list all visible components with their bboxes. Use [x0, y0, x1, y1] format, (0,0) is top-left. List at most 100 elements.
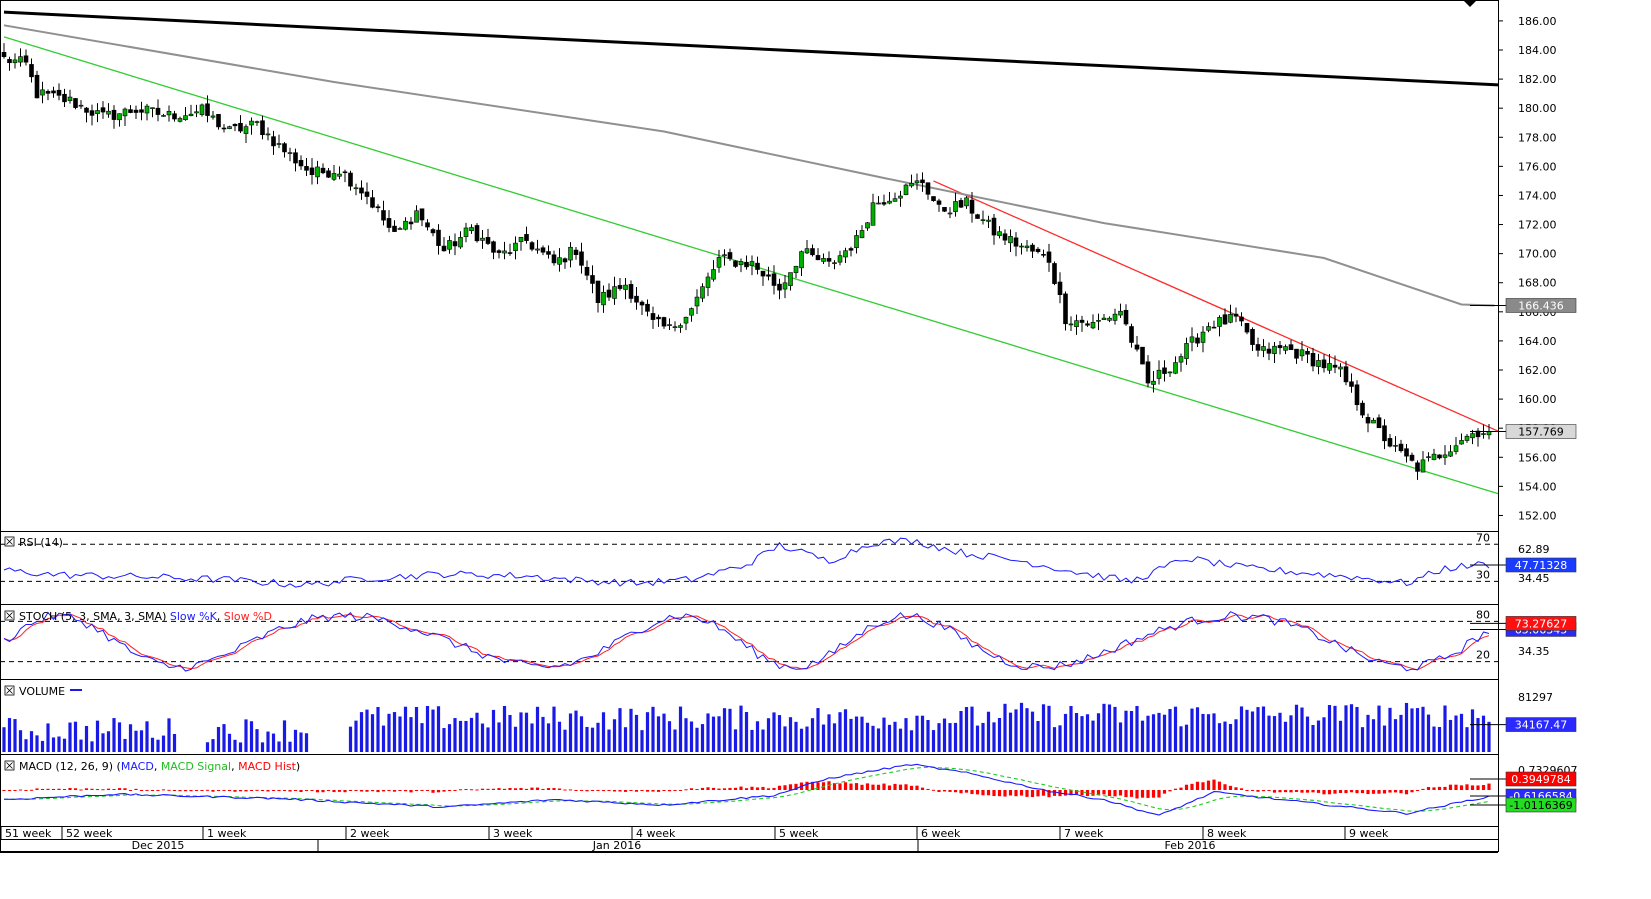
volume-bar: [992, 722, 996, 752]
macd-hist-bar: [832, 783, 837, 790]
stoch-legend-sep: ,: [217, 610, 224, 623]
volume-bar: [1179, 726, 1183, 752]
volume-bar: [161, 735, 166, 752]
macd-hist-bar: [739, 786, 743, 790]
macd-hist-bar: [1151, 790, 1156, 798]
volume-bar: [519, 712, 523, 752]
volume-panel: [2, 702, 1491, 752]
candle-bull: [1327, 363, 1332, 371]
candle-bull: [821, 258, 826, 262]
candle-bear: [452, 241, 458, 247]
volume-bar: [854, 716, 859, 752]
macd-hist-bar: [227, 790, 232, 791]
volume-bar: [1289, 715, 1293, 752]
volume-bar: [1129, 710, 1134, 752]
volume-bar: [887, 724, 892, 752]
macd-hist-bar: [1437, 786, 1442, 790]
macd-hist-bar: [1217, 781, 1222, 790]
macd-hist-bar: [183, 790, 188, 792]
macd-hist-bar: [178, 790, 182, 792]
macd-hist-bar: [893, 783, 897, 790]
macd-hist-bar: [304, 790, 309, 791]
price-tick-label: 156.00: [1518, 451, 1557, 464]
macd-hist-bar: [717, 788, 721, 790]
upper-trend-line: [933, 180, 1499, 432]
macd-hist-bar: [1228, 785, 1233, 790]
candle-bull: [804, 248, 810, 254]
volume-bar: [530, 723, 534, 752]
volume-bar: [1487, 721, 1491, 752]
candle-bull: [1206, 326, 1211, 331]
volume-bar: [1327, 705, 1332, 752]
volume-bar: [1322, 717, 1326, 752]
macd-hist-bar: [1382, 790, 1387, 794]
macd-hist-bar: [695, 789, 699, 791]
volume-bar: [513, 726, 518, 752]
candle-bear: [1294, 348, 1299, 359]
candle-bear: [1211, 326, 1217, 329]
candle-bull: [887, 200, 892, 204]
volume-bar: [29, 731, 34, 752]
macd-hist-bar: [2, 790, 6, 791]
macd-hist-bar: [420, 790, 424, 792]
macd-hist-bar: [414, 790, 419, 791]
candle-bear: [1277, 345, 1283, 349]
macd-hist-bar: [986, 790, 991, 796]
macd-hist-bar: [1168, 790, 1172, 792]
macd-hist-bar: [315, 790, 320, 793]
volume-bar: [1107, 704, 1112, 752]
candle-bull: [980, 219, 986, 221]
candle-bull: [694, 296, 700, 307]
candle-bull: [854, 235, 859, 249]
macd-hist-bar: [282, 790, 287, 791]
volume-bar: [1377, 705, 1381, 752]
rsi-level-label: 70: [1476, 531, 1490, 544]
macd-hist-badge: [1505, 771, 1577, 787]
macd-hist-bar: [530, 787, 534, 790]
macd-hist-bar: [1410, 790, 1414, 793]
volume-bar: [359, 712, 364, 752]
stoch-slowk-legend: Slow %K: [170, 610, 218, 623]
volume-bar: [920, 715, 925, 752]
candle-bear: [1134, 344, 1140, 350]
candle-bear: [282, 143, 287, 153]
candle-bear: [595, 280, 601, 303]
macd-hist-bar: [398, 790, 402, 791]
macd-hist-bar: [1239, 788, 1244, 790]
volume-bar: [1168, 709, 1172, 752]
candle-bear: [1057, 281, 1063, 296]
volume-bar: [491, 709, 496, 752]
volume-bar: [436, 706, 441, 752]
price-tick-label: 162.00: [1518, 364, 1557, 377]
stoch-level-label: 80: [1476, 608, 1490, 621]
long-trend-line: [3, 10, 1499, 87]
volume-bar: [134, 730, 138, 752]
candle-bull: [1173, 362, 1178, 374]
volume-bar: [766, 718, 771, 752]
volume-bar: [1481, 715, 1486, 752]
candle-bear: [969, 199, 975, 214]
volume-bar: [288, 741, 292, 752]
macd-hist-bar: [18, 789, 23, 791]
volume-bar: [1448, 719, 1453, 752]
stoch-slowk-badge-text: 73.27627: [1515, 617, 1568, 630]
candle-bear: [628, 284, 634, 299]
volume-bar: [827, 714, 831, 752]
macd-legend-close: ): [296, 760, 300, 773]
macd-hist-bar: [1360, 790, 1365, 794]
month-label: Feb 2016: [1165, 839, 1216, 852]
volume-bar: [843, 709, 848, 752]
volume-bar: [101, 733, 105, 752]
macd-hist-bar: [541, 788, 545, 790]
macd-signal-badge-text: -1.0116369: [1509, 799, 1572, 812]
macd-hist-bar: [172, 790, 177, 791]
candle-bear: [1266, 348, 1272, 354]
candle-bear: [1129, 326, 1134, 343]
candle-bear: [441, 245, 447, 252]
volume-bar: [447, 724, 452, 752]
macd-hist-bar: [1014, 790, 1018, 797]
macd-signal-badge: [1505, 797, 1577, 813]
macd-hist-bar: [1311, 790, 1315, 793]
macd-hist-bar: [1465, 784, 1469, 790]
volume-bar: [117, 722, 122, 752]
